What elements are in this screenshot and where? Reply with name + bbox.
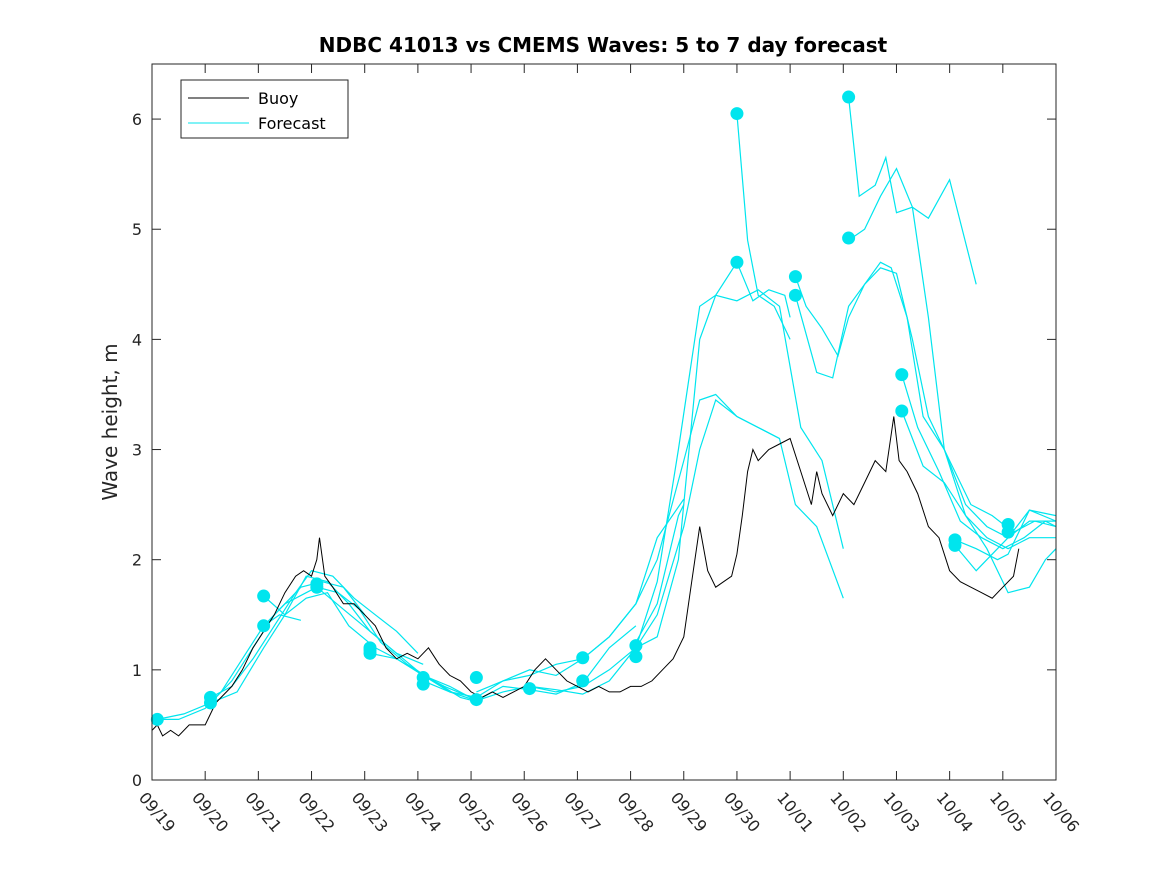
forecast-start-point — [1001, 525, 1015, 539]
buoy-series-group — [152, 416, 1020, 737]
forecast-line — [848, 96, 977, 285]
forecast-line — [210, 570, 419, 698]
forecast-start-point — [730, 255, 744, 269]
y-tick-label: 2 — [132, 551, 142, 570]
legend-box — [180, 79, 349, 139]
chart-title: NDBC 41013 vs CMEMS Waves: 5 to 7 day fo… — [319, 33, 888, 57]
forecast-start-point — [788, 288, 802, 302]
forecast-start-point — [523, 682, 537, 696]
buoy-line — [152, 416, 1020, 737]
forecast-line — [635, 504, 685, 643]
forecast-start-point — [150, 712, 164, 726]
y-tick-label: 5 — [132, 220, 142, 239]
forecast-line — [476, 393, 780, 693]
forecast-line — [263, 592, 472, 698]
forecast-start-point — [576, 674, 590, 688]
forecast-line — [954, 509, 1056, 561]
plot-frame — [151, 63, 1057, 781]
forecast-start-point — [310, 580, 324, 594]
legend: Buoy Forecast — [180, 79, 349, 139]
forecast-start-point — [842, 90, 856, 104]
y-tick-label: 6 — [132, 110, 142, 129]
forecast-line — [157, 614, 302, 721]
y-axis: 0 1 2 3 4 5 6 — [132, 110, 1056, 790]
forecast-start-point — [948, 538, 962, 552]
forecast-start-point — [469, 671, 483, 685]
legend-buoy-label: Buoy — [258, 89, 298, 108]
forecast-line — [901, 374, 1056, 550]
forecast-line — [369, 625, 637, 702]
forecast-start-point — [629, 639, 643, 653]
forecast-start-point — [416, 677, 430, 691]
forecast-line — [901, 410, 1056, 594]
forecast-start-point — [576, 651, 590, 665]
y-tick-label: 1 — [132, 661, 142, 680]
forecast-line — [736, 113, 791, 340]
forecast-line — [422, 498, 685, 699]
y-tick-label: 3 — [132, 441, 142, 460]
forecast-start-point — [788, 270, 802, 284]
forecast-start-point — [842, 231, 856, 245]
forecast-start-point — [257, 619, 271, 633]
forecast-start-point — [895, 368, 909, 382]
forecast-start-point — [469, 693, 483, 707]
forecast-start-point — [730, 107, 744, 121]
forecast-line — [635, 261, 738, 649]
forecast-line — [316, 586, 583, 702]
forecast-start-point — [363, 643, 377, 657]
y-axis-label: Wave height, m — [98, 343, 122, 500]
forecast-start-point — [257, 589, 271, 603]
forecast-start-points — [150, 90, 1015, 726]
forecast-line — [736, 262, 791, 318]
forecast-start-point — [895, 404, 909, 418]
y-tick-label: 4 — [132, 330, 142, 349]
legend-forecast-label: Forecast — [258, 114, 326, 133]
forecast-start-point — [629, 650, 643, 664]
y-tick-label: 0 — [132, 771, 142, 790]
forecast-start-point — [203, 696, 217, 710]
plot-area — [152, 64, 1056, 780]
